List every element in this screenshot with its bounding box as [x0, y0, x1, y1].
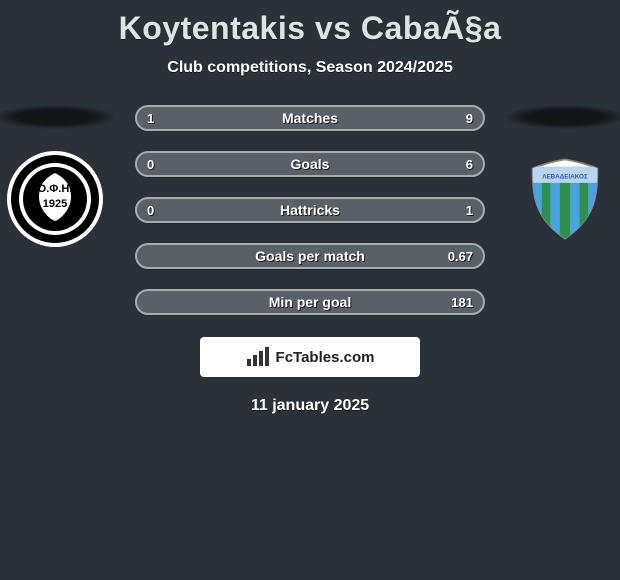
brand-text: FcTables.com	[276, 349, 375, 366]
stat-right-value: 181	[437, 295, 473, 310]
player-shadow-right	[505, 105, 620, 129]
stat-label: Min per goal	[183, 294, 437, 310]
stats-table: 1 Matches 9 0 Goals 6 0 Hattricks 1 Goal…	[135, 105, 485, 315]
ofi-crest-icon: Ο.Φ.Η. 1925	[5, 149, 105, 249]
left-player-col: Ο.Φ.Η. 1925	[0, 105, 120, 249]
stat-label: Goals per match	[183, 248, 437, 264]
stat-right-value: 1	[437, 203, 473, 218]
levadiakos-crest-icon: ΛΕΒΑΔΕΙΑΚΟΣ	[520, 154, 610, 244]
left-club-crest: Ο.Φ.Η. 1925	[5, 149, 105, 249]
svg-text:Ο.Φ.Η.: Ο.Φ.Η.	[38, 183, 73, 195]
page-subtitle: Club competitions, Season 2024/2025	[0, 59, 620, 77]
player-shadow-left	[0, 105, 115, 129]
stat-label: Matches	[183, 110, 437, 126]
content-area: Ο.Φ.Η. 1925 ΛΕΒΑΔΕΙΑΚΟΣ	[0, 105, 620, 415]
ofi-year: 1925	[43, 198, 67, 210]
svg-text:ΛΕΒΑΔΕΙΑΚΟΣ: ΛΕΒΑΔΕΙΑΚΟΣ	[542, 173, 588, 180]
bars-icon	[246, 347, 270, 367]
page-title: Koytentakis vs CabaÃ§a	[0, 0, 620, 47]
stat-label: Hattricks	[183, 202, 437, 218]
right-club-crest: ΛΕΒΑΔΕΙΑΚΟΣ	[515, 149, 615, 249]
right-player-col: ΛΕΒΑΔΕΙΑΚΟΣ	[500, 105, 620, 249]
stat-label: Goals	[183, 156, 437, 172]
stat-row-matches: 1 Matches 9	[135, 105, 485, 131]
stat-left-value: 1	[147, 111, 183, 126]
stat-left-value: 0	[147, 203, 183, 218]
stat-right-value: 6	[437, 157, 473, 172]
stat-row-gpm: Goals per match 0.67	[135, 243, 485, 269]
brand-card: FcTables.com	[200, 337, 420, 377]
stat-row-mpg: Min per goal 181	[135, 289, 485, 315]
date-text: 11 january 2025	[0, 397, 620, 415]
stat-right-value: 9	[437, 111, 473, 126]
stat-row-hattricks: 0 Hattricks 1	[135, 197, 485, 223]
stat-right-value: 0.67	[437, 249, 473, 264]
stat-row-goals: 0 Goals 6	[135, 151, 485, 177]
stat-left-value: 0	[147, 157, 183, 172]
